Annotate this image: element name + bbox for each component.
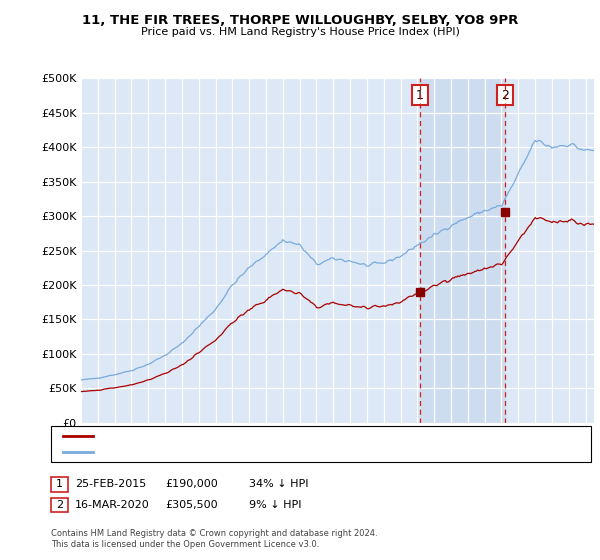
Text: 9% ↓ HPI: 9% ↓ HPI bbox=[249, 500, 302, 510]
Bar bbox=[420, 78, 505, 423]
Text: Price paid vs. HM Land Registry's House Price Index (HPI): Price paid vs. HM Land Registry's House … bbox=[140, 27, 460, 37]
Text: 11, THE FIR TREES, THORPE WILLOUGHBY, SELBY, YO8 9PR: 11, THE FIR TREES, THORPE WILLOUGHBY, SE… bbox=[82, 14, 518, 27]
Text: 2: 2 bbox=[501, 88, 509, 102]
Text: 2: 2 bbox=[56, 500, 63, 510]
Text: 1: 1 bbox=[416, 88, 424, 102]
Text: £305,500: £305,500 bbox=[165, 500, 218, 510]
Text: HPI: Average price, detached house, North Yorkshire: HPI: Average price, detached house, Nort… bbox=[99, 447, 347, 456]
Text: Contains HM Land Registry data © Crown copyright and database right 2024.
This d: Contains HM Land Registry data © Crown c… bbox=[51, 529, 377, 549]
Text: 11, THE FIR TREES, THORPE WILLOUGHBY, SELBY, YO8 9PR (detached house): 11, THE FIR TREES, THORPE WILLOUGHBY, SE… bbox=[99, 431, 464, 440]
Text: 1: 1 bbox=[56, 479, 63, 489]
Text: 25-FEB-2015: 25-FEB-2015 bbox=[75, 479, 146, 489]
Text: 16-MAR-2020: 16-MAR-2020 bbox=[75, 500, 150, 510]
Text: 34% ↓ HPI: 34% ↓ HPI bbox=[249, 479, 308, 489]
Text: £190,000: £190,000 bbox=[165, 479, 218, 489]
